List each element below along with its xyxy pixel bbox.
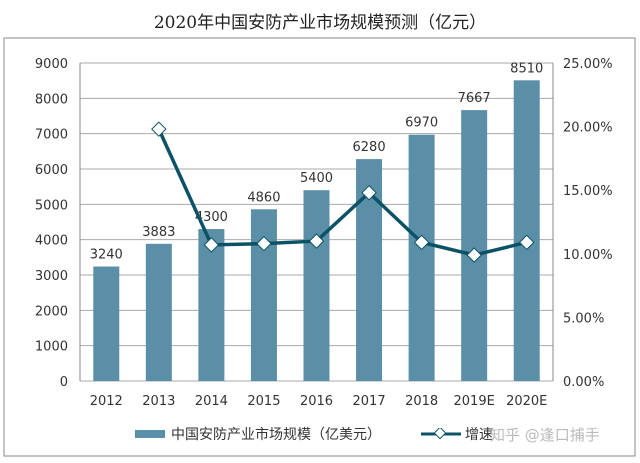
y-right-tick-label: 5.00%: [563, 311, 604, 326]
y-left-tick-label: 5000: [35, 198, 68, 213]
y-left-tick-label: 1000: [35, 340, 68, 355]
bar: [93, 266, 120, 381]
bar: [250, 209, 277, 381]
growth-point: [413, 234, 430, 251]
legend-swatch-bar: [135, 430, 165, 438]
data-label: 5400: [300, 171, 333, 186]
x-tick-label: 2016: [300, 394, 333, 409]
bar: [513, 80, 540, 382]
x-tick-label: 2018: [405, 394, 438, 409]
bar: [198, 229, 225, 381]
bar: [408, 134, 435, 381]
data-label: 3240: [90, 248, 123, 263]
y-left-tick-label: 7000: [35, 128, 68, 143]
legend-swatch-line: [421, 428, 461, 440]
legend-item-bar: 中国安防产业市场规模（亿美元）: [135, 424, 381, 444]
chart-title: 2020年中国安防产业市场规模预测（亿元）: [153, 13, 487, 33]
x-tick-label: 2019E: [454, 394, 495, 409]
x-tick-label: 2012: [90, 394, 123, 409]
bar: [461, 110, 488, 381]
growth-point: [256, 235, 272, 252]
legend-label-line: 增速: [465, 427, 493, 443]
bar: [303, 190, 330, 381]
x-tick-label: 2014: [195, 394, 228, 409]
x-tick-label: 2013: [142, 394, 175, 409]
x-tick-label: 2015: [247, 394, 280, 409]
growth-point: [518, 234, 535, 251]
data-label: 8510: [510, 61, 543, 76]
y-left-tick-label: 4000: [35, 234, 68, 249]
growth-point: [308, 233, 325, 249]
data-label: 6280: [353, 140, 386, 155]
y-right-tick-label: 15.00%: [563, 184, 613, 199]
growth-point: [151, 121, 167, 137]
growth-point: [466, 247, 482, 263]
y-right-tick-label: 0.00%: [563, 375, 604, 390]
growth-point: [203, 237, 220, 253]
y-left-tick-label: 0: [60, 375, 68, 390]
chart-frame: [3, 37, 636, 457]
growth-point: [361, 184, 377, 201]
watermark: 知乎 @逢口捕手: [490, 426, 600, 444]
y-left-tick-label: 9000: [35, 57, 68, 72]
y-right-tick-label: 20.00%: [563, 121, 613, 136]
y-left-tick-label: 3000: [35, 269, 68, 284]
growth-line: [157, 128, 528, 257]
x-tick-label: 2017: [353, 394, 386, 409]
y-left-tick-label: 2000: [35, 304, 68, 319]
data-label: 7667: [458, 91, 491, 106]
legend-item-line: 增速: [421, 424, 493, 444]
x-tick-label: 2020E: [506, 394, 547, 409]
data-label: 3883: [142, 225, 175, 240]
bar: [145, 243, 172, 381]
data-label: 6970: [405, 116, 438, 131]
y-left-tick-label: 6000: [35, 163, 68, 178]
y-left-tick-label: 8000: [35, 92, 68, 107]
y-right-tick-label: 10.00%: [563, 248, 613, 263]
legend: 中国安防产业市场规模（亿美元） 增速: [135, 424, 533, 444]
data-label: 4860: [247, 190, 280, 205]
y-right-tick-label: 25.00%: [563, 57, 613, 72]
legend-label-bar: 中国安防产业市场规模（亿美元）: [171, 427, 381, 443]
data-label: 4300: [195, 210, 228, 225]
